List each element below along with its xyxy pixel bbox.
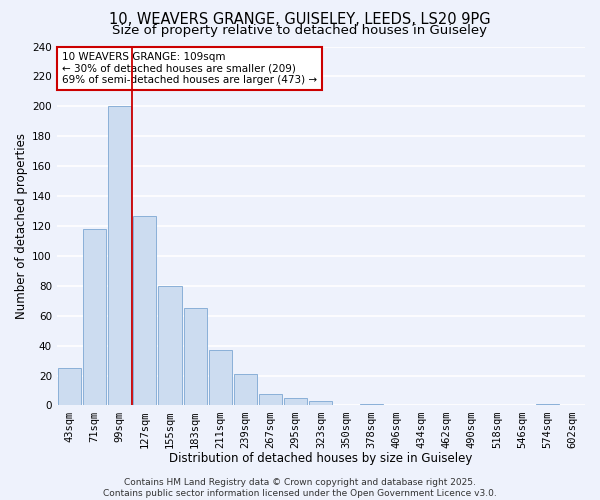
Bar xyxy=(83,229,106,406)
Text: 10, WEAVERS GRANGE, GUISELEY, LEEDS, LS20 9PG: 10, WEAVERS GRANGE, GUISELEY, LEEDS, LS2… xyxy=(109,12,491,28)
Bar xyxy=(184,308,206,406)
Bar xyxy=(284,398,307,406)
Bar xyxy=(234,374,257,406)
X-axis label: Distribution of detached houses by size in Guiseley: Distribution of detached houses by size … xyxy=(169,452,473,465)
Bar xyxy=(359,404,383,406)
Bar xyxy=(58,368,81,406)
Bar xyxy=(108,106,131,406)
Text: Size of property relative to detached houses in Guiseley: Size of property relative to detached ho… xyxy=(113,24,487,37)
Bar xyxy=(536,404,559,406)
Bar xyxy=(310,401,332,406)
Text: 10 WEAVERS GRANGE: 109sqm
← 30% of detached houses are smaller (209)
69% of semi: 10 WEAVERS GRANGE: 109sqm ← 30% of detac… xyxy=(62,52,317,85)
Bar xyxy=(259,394,282,406)
Bar xyxy=(209,350,232,406)
Bar xyxy=(133,216,157,406)
Text: Contains HM Land Registry data © Crown copyright and database right 2025.
Contai: Contains HM Land Registry data © Crown c… xyxy=(103,478,497,498)
Y-axis label: Number of detached properties: Number of detached properties xyxy=(15,133,28,319)
Bar xyxy=(158,286,182,406)
